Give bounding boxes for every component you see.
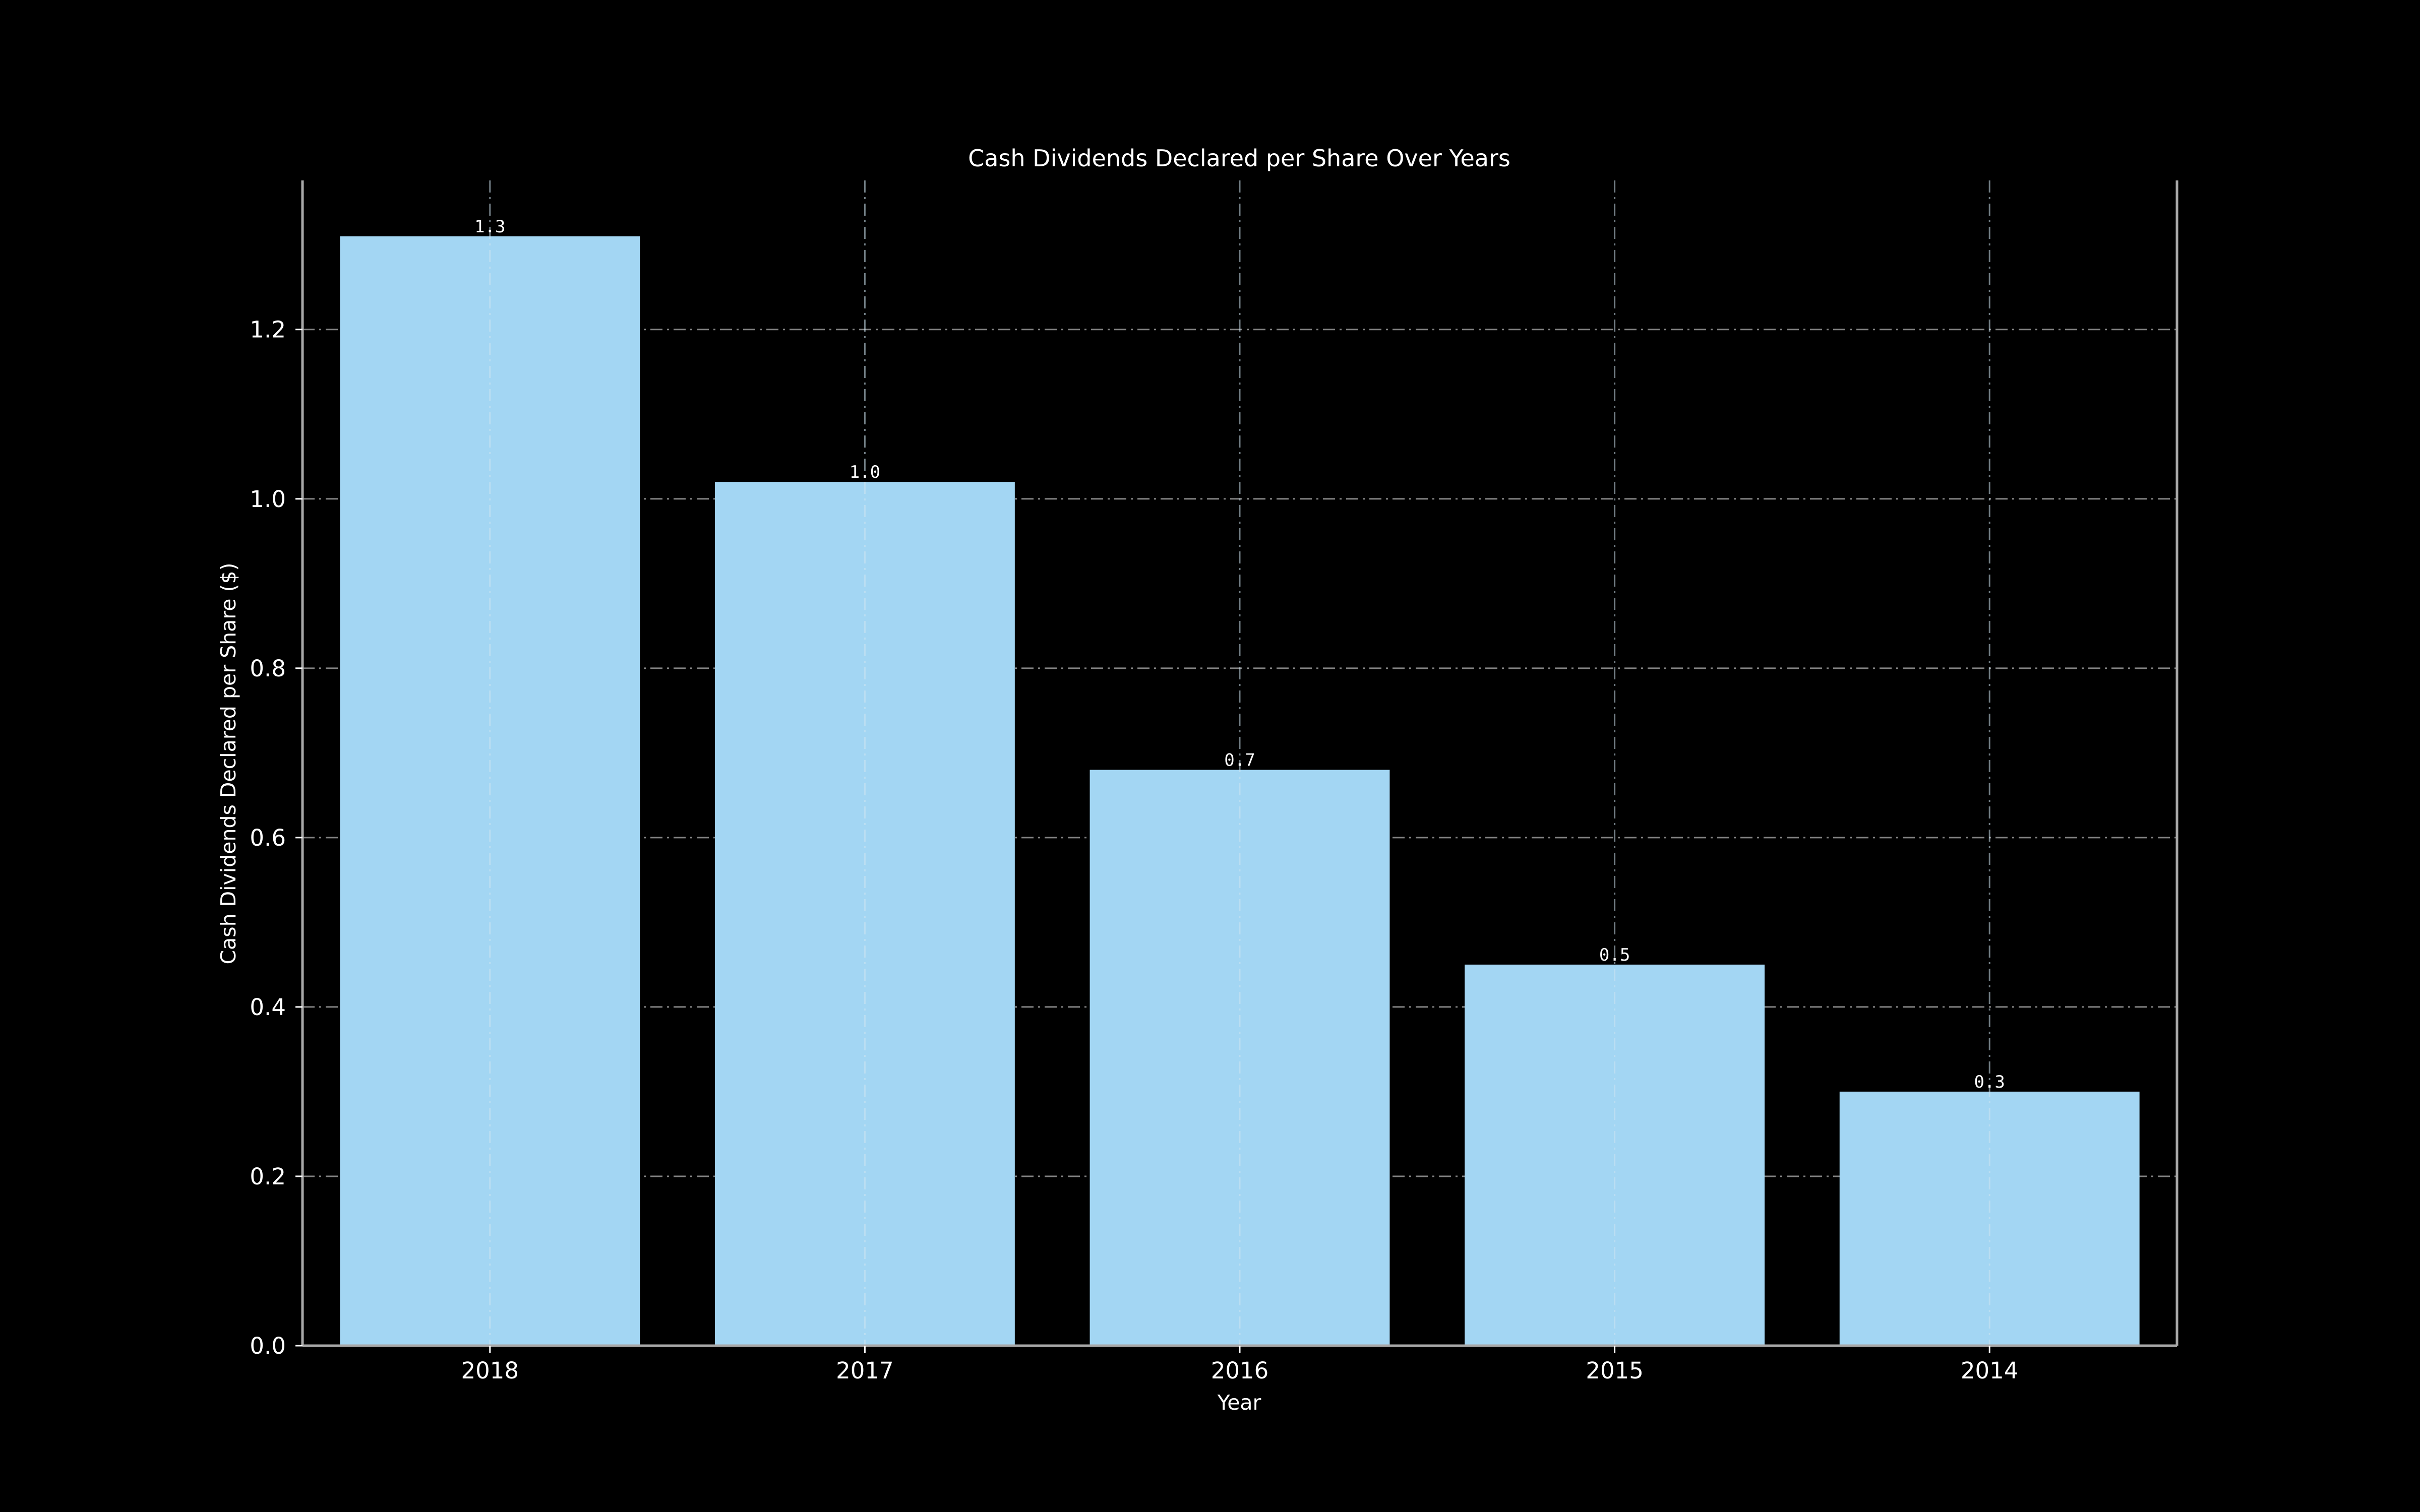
y-tick-label: 1.0 (250, 486, 286, 513)
x-tick-label: 2018 (461, 1357, 519, 1384)
x-tick-label: 2017 (836, 1357, 894, 1384)
x-axis-label: Year (1217, 1391, 1261, 1415)
x-tick-label: 2015 (1586, 1357, 1644, 1384)
x-tick-label: 2014 (1961, 1357, 2019, 1384)
data-label: 1.3 (474, 217, 505, 237)
x-tick-label: 2016 (1211, 1357, 1269, 1384)
data-label: 1.0 (850, 462, 880, 482)
y-tick-label: 0.2 (250, 1163, 286, 1190)
y-axis-label: Cash Dividends Declared per Share ($) (216, 562, 240, 964)
bar-2017 (714, 482, 1015, 1346)
y-tick-label: 0.4 (250, 994, 286, 1021)
data-label: 0.7 (1224, 750, 1255, 770)
data-labels-layer: 1.3 1.0 0.7 0.5 0.3 (474, 217, 2005, 1092)
vertical-grid-layer (489, 180, 1990, 1346)
y-tick-label: 0.0 (250, 1333, 286, 1359)
data-label: 0.3 (1974, 1072, 2005, 1092)
y-tick-label: 0.8 (250, 655, 286, 682)
chart-title: Cash Dividends Declared per Share Over Y… (968, 145, 1510, 172)
y-tick-label: 0.6 (250, 825, 286, 851)
y-tick-label: 1.2 (250, 317, 286, 343)
data-label: 0.5 (1599, 945, 1630, 965)
ticks-layer: 0.0 0.2 0.4 0.6 0.8 1.0 1.2 2018 2017 2016 2015 201… (250, 317, 2018, 1384)
